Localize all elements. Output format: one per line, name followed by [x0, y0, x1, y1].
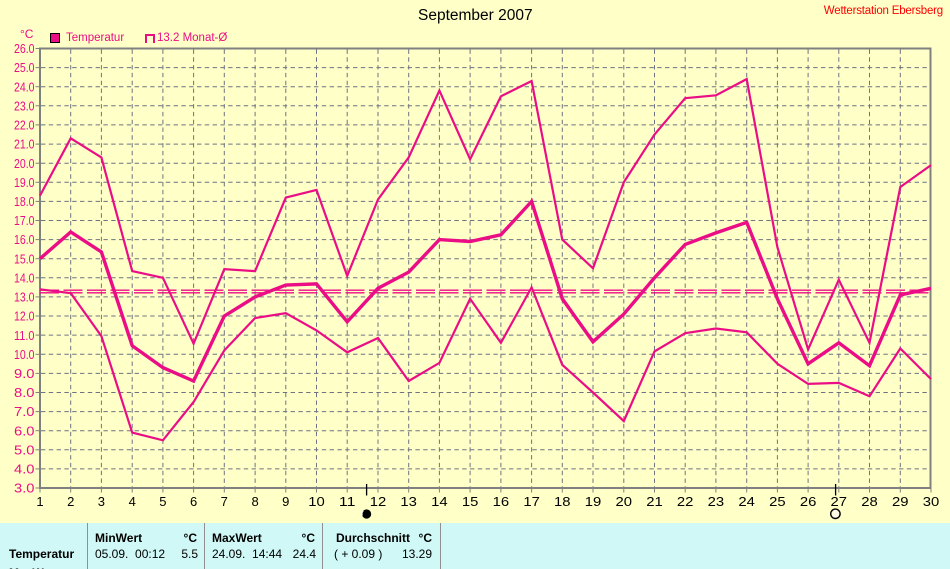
svg-text:25.0: 25.0	[14, 60, 35, 75]
svg-text:9.0: 9.0	[14, 366, 35, 381]
svg-text:29: 29	[892, 494, 909, 509]
svg-text:24: 24	[738, 494, 755, 509]
svg-text:6: 6	[190, 494, 197, 509]
svg-text:11.0: 11.0	[14, 328, 35, 343]
svg-text:15: 15	[462, 494, 479, 509]
svg-text:23: 23	[708, 494, 725, 509]
svg-text:22.0: 22.0	[14, 118, 35, 133]
svg-text:30: 30	[923, 494, 940, 509]
svg-text:14.0: 14.0	[14, 270, 35, 285]
svg-text:10: 10	[308, 494, 325, 509]
svg-text:4.0: 4.0	[14, 462, 35, 477]
svg-text:17: 17	[523, 494, 540, 509]
svg-text:18.0: 18.0	[14, 194, 35, 209]
svg-text:15.0: 15.0	[14, 251, 35, 266]
svg-text:28: 28	[861, 494, 878, 509]
svg-text:8: 8	[251, 494, 258, 509]
svg-text:13.0: 13.0	[14, 290, 35, 305]
svg-text:27: 27	[831, 494, 848, 509]
svg-text:9: 9	[282, 494, 289, 509]
svg-text:8.0: 8.0	[14, 385, 35, 400]
svg-text:5.0: 5.0	[14, 442, 35, 457]
svg-text:4: 4	[129, 494, 136, 509]
svg-text:16: 16	[493, 494, 510, 509]
svg-text:18: 18	[554, 494, 571, 509]
svg-text:23.0: 23.0	[14, 98, 35, 113]
svg-text:14: 14	[431, 494, 448, 509]
svg-text:22: 22	[677, 494, 694, 509]
svg-text:12.0: 12.0	[14, 309, 35, 324]
svg-text:17.0: 17.0	[14, 213, 35, 228]
svg-text:21: 21	[646, 494, 663, 509]
svg-text:24.0: 24.0	[14, 79, 35, 94]
svg-text:5: 5	[159, 494, 166, 509]
svg-text:10.0: 10.0	[14, 347, 35, 362]
svg-text:19.0: 19.0	[14, 175, 35, 190]
svg-text:3: 3	[98, 494, 105, 509]
svg-text:26: 26	[800, 494, 817, 509]
svg-text:26.0: 26.0	[14, 41, 35, 56]
svg-text:11: 11	[339, 494, 356, 509]
svg-text:13: 13	[400, 494, 417, 509]
svg-text:2: 2	[67, 494, 74, 509]
svg-text:3.0: 3.0	[14, 481, 35, 496]
svg-text:1: 1	[36, 494, 43, 509]
svg-text:20: 20	[616, 494, 633, 509]
svg-text:20.0: 20.0	[14, 156, 35, 171]
svg-text:16.0: 16.0	[14, 232, 35, 247]
svg-text:21.0: 21.0	[14, 137, 35, 152]
svg-text:12: 12	[370, 494, 387, 509]
svg-text:25: 25	[769, 494, 786, 509]
svg-text:19: 19	[585, 494, 602, 509]
svg-text:6.0: 6.0	[14, 423, 35, 438]
svg-text:7: 7	[221, 494, 228, 509]
svg-text:7.0: 7.0	[14, 404, 35, 419]
